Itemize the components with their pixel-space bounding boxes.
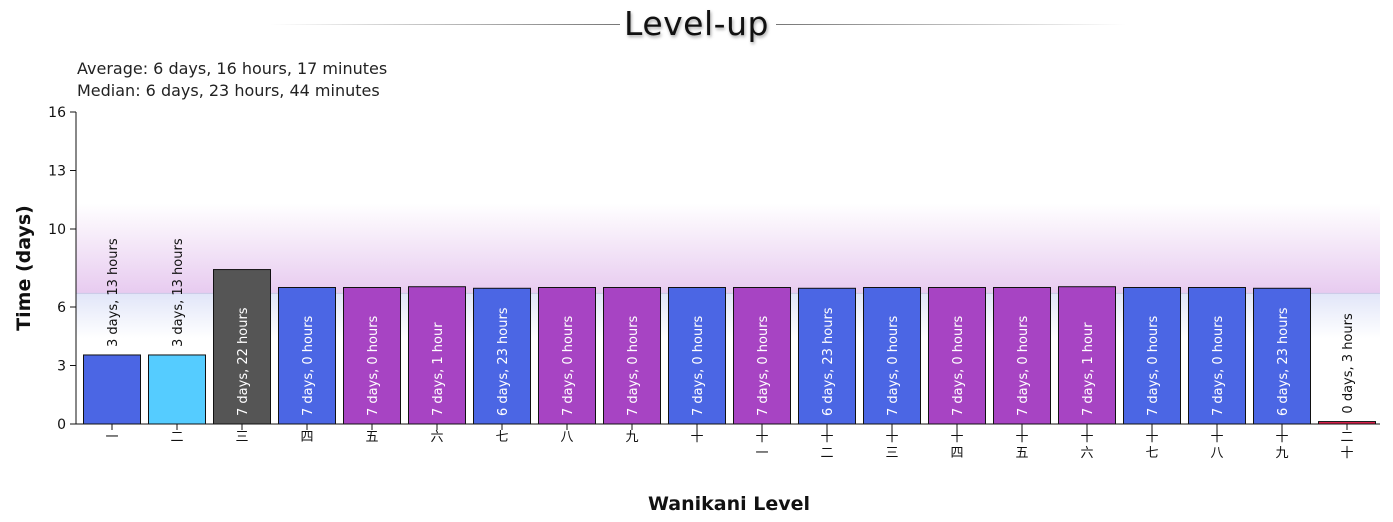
y-tick-label: 3 [57, 359, 66, 375]
bars-group: 3 days, 13 hours 3 days, 13 hours 7 days, … [83, 238, 1376, 425]
bar-level-11[interactable] [733, 287, 791, 425]
bar-value-label: 3 days, 13 hours [106, 238, 121, 347]
x-tick-label: 二 [820, 446, 833, 461]
x-tick-label: 十 [755, 430, 768, 445]
x-tick-label: 六 [1080, 446, 1093, 461]
x-tick-label: 十 [1145, 430, 1158, 445]
x-tick-label: 十 [1275, 430, 1288, 445]
x-tick-label: 二 [1340, 430, 1353, 445]
bar-value-label: 7 days, 0 hours [1211, 315, 1226, 416]
bar-value-label: 6 days, 23 hours [821, 307, 836, 416]
bar-value-label: 7 days, 0 hours [366, 315, 381, 416]
x-tick-label: 三 [885, 446, 898, 461]
y-tick-label: 13 [48, 164, 66, 180]
x-tick-label: 四 [300, 430, 313, 445]
bar-level-7[interactable] [473, 287, 531, 425]
x-tick-label: 九 [625, 430, 638, 445]
y-tick-label: 10 [48, 222, 66, 238]
title-area: Level-up [0, 0, 1393, 50]
bar-value-label: 7 days, 1 hour [431, 322, 446, 416]
bar-level-2[interactable] [148, 354, 206, 425]
title-divider-right [776, 24, 1126, 25]
band-below-reference [76, 293, 1380, 339]
bar-value-label: 7 days, 0 hours [1146, 315, 1161, 416]
x-tick-label: 八 [560, 430, 573, 445]
x-tick-label: 二 [170, 430, 183, 445]
bar-value-label: 3 days, 13 hours [171, 238, 186, 347]
bar-level-17[interactable] [1123, 287, 1181, 425]
bar-value-label: 7 days, 22 hours [236, 307, 251, 416]
x-tick-label: 一 [755, 446, 768, 461]
bar-level-6[interactable] [408, 286, 466, 425]
x-tick-label: 十 [820, 430, 833, 445]
bar-level-8[interactable] [538, 287, 596, 425]
bar-value-label: 7 days, 0 hours [691, 315, 706, 416]
bar-value-label: 7 days, 0 hours [886, 315, 901, 416]
x-tick-label: 十 [1080, 430, 1093, 445]
bar-level-15[interactable] [993, 287, 1051, 425]
x-axis-title: Wanikani Level [648, 493, 810, 515]
x-tick-label: 九 [1275, 446, 1288, 461]
bar-value-label: 7 days, 0 hours [561, 315, 576, 416]
bar-level-3[interactable] [213, 269, 271, 425]
bar-level-10[interactable] [668, 287, 726, 425]
reference-band [76, 203, 1380, 339]
bar-value-label: 7 days, 0 hours [756, 315, 771, 416]
bar-level-12[interactable] [798, 287, 856, 425]
bar-value-label: 7 days, 0 hours [301, 315, 316, 416]
bar-value-label: 0 days, 3 hours [1341, 313, 1356, 414]
x-tick-label: 十 [690, 430, 703, 445]
x-tick-label: 十 [950, 430, 963, 445]
x-tick-label: 八 [1210, 446, 1223, 461]
bar-level-1[interactable] [83, 354, 141, 425]
y-tick-label: 0 [57, 417, 66, 433]
average-stat: Average: 6 days, 16 hours, 17 minutes [77, 59, 388, 78]
x-tick-label: 十 [1210, 430, 1223, 445]
y-tick-label: 16 [48, 105, 66, 121]
y-axis-title: Time (days) [13, 205, 35, 331]
axes-group: 036101316一二三四五六七八九十十一十二十三十四十五十六十七十八十九二十 [48, 105, 1380, 461]
x-tick-label: 五 [1015, 446, 1028, 461]
x-tick-label: 六 [430, 430, 443, 445]
x-tick-label: 七 [1145, 446, 1158, 461]
x-tick-label: 七 [495, 430, 508, 445]
bar-level-14[interactable] [928, 287, 986, 425]
bar-level-5[interactable] [343, 287, 401, 425]
x-tick-label: 十 [1340, 446, 1353, 461]
x-tick-label: 五 [365, 430, 378, 445]
x-tick-label: 三 [235, 430, 248, 445]
page-title: Level-up [624, 4, 769, 43]
y-tick-label: 6 [57, 300, 66, 316]
bar-level-19[interactable] [1253, 287, 1311, 425]
bar-level-16[interactable] [1058, 286, 1116, 425]
title-divider-left [270, 24, 620, 25]
bar-value-label: 7 days, 1 hour [1081, 322, 1096, 416]
bar-value-label: 7 days, 0 hours [951, 315, 966, 416]
bar-value-label: 7 days, 0 hours [1016, 315, 1031, 416]
x-tick-label: 十 [1015, 430, 1028, 445]
median-stat: Median: 6 days, 23 hours, 44 minutes [77, 81, 380, 100]
bar-value-label: 7 days, 0 hours [626, 315, 641, 416]
band-above-reference [76, 203, 1380, 294]
bar-value-label: 6 days, 23 hours [496, 307, 511, 416]
x-tick-label: 四 [950, 446, 963, 461]
x-tick-label: 十 [885, 430, 898, 445]
bar-value-label: 6 days, 23 hours [1276, 307, 1291, 416]
bar-level-18[interactable] [1188, 287, 1246, 425]
x-tick-label: 一 [105, 430, 118, 445]
